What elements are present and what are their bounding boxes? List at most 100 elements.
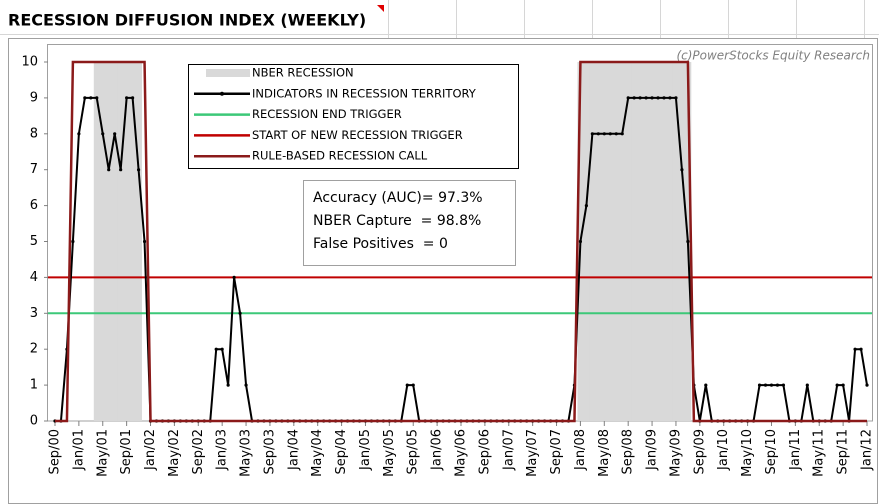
x-tick-label: May/03 xyxy=(239,429,254,477)
series-marker xyxy=(584,204,588,208)
y-tick-label: 9 xyxy=(30,90,38,105)
series-marker xyxy=(578,239,583,244)
recession-shade xyxy=(613,62,620,421)
x-tick-label: May/10 xyxy=(740,429,755,477)
series-marker xyxy=(841,383,845,387)
comment-marker xyxy=(377,5,384,12)
series-marker xyxy=(638,96,642,100)
recession-shade xyxy=(123,62,131,421)
series-marker xyxy=(686,239,690,244)
series-marker xyxy=(835,383,839,387)
recession-shade xyxy=(583,62,590,421)
y-tick-label: 0 xyxy=(30,414,38,429)
stats-capture: NBER Capture = 98.8% xyxy=(313,213,481,229)
series-marker xyxy=(853,347,857,351)
series-marker xyxy=(757,383,762,387)
series-marker xyxy=(656,96,660,100)
series-marker xyxy=(142,239,147,244)
marks: 0 1 2 3 4 5 6 7 8 9 10 Sep/00 Jan/01 May/01 Sep/01 Jan/… xyxy=(21,55,874,477)
x-tick-label: May/06 xyxy=(454,429,469,477)
recession-shade xyxy=(595,62,602,421)
series-marker xyxy=(77,132,81,136)
series-marker xyxy=(232,275,236,279)
series-marker xyxy=(662,96,666,100)
series-marker xyxy=(805,383,809,387)
series-marker xyxy=(674,96,678,100)
recession-shade xyxy=(643,62,650,421)
recession-shade xyxy=(601,62,608,421)
series-marker xyxy=(626,96,630,100)
series-marker xyxy=(769,383,774,387)
x-tick-label: May/09 xyxy=(668,429,683,477)
x-tick-label: May/04 xyxy=(310,429,325,477)
series-marker xyxy=(650,96,654,100)
legend-label: RULE-BASED RECESSION CALL xyxy=(252,149,428,163)
x-tick-label: Sep/07 xyxy=(549,429,564,474)
x-tick-label: May/08 xyxy=(597,429,612,477)
recession-shade xyxy=(111,62,119,421)
y-tick-label: 3 xyxy=(30,306,38,321)
series-marker xyxy=(113,132,117,136)
series-marker xyxy=(680,168,684,172)
x-tick-label: Sep/06 xyxy=(477,429,492,474)
x-tick-label: May/11 xyxy=(812,429,827,477)
series-line xyxy=(54,60,868,423)
x-tick-label: Jan/12 xyxy=(860,429,875,471)
copyright: (c)PowerStocks Equity Research xyxy=(676,49,870,63)
series-marker xyxy=(865,383,869,387)
recession-shade xyxy=(649,62,656,421)
legend-entries: NBER RECESSION INDICATORS IN RECESSION TE… xyxy=(194,66,477,163)
recession-shade xyxy=(93,62,101,421)
y-tick-label: 2 xyxy=(30,342,38,357)
legend-label: INDICATORS IN RECESSION TERRITORY xyxy=(252,86,477,100)
x-tick-label: May/05 xyxy=(382,429,397,477)
legend xyxy=(188,64,519,169)
recession-shade xyxy=(666,62,674,421)
chart-title: RECESSION DIFFUSION INDEX (WEEKLY) xyxy=(8,11,366,30)
legend-label: NBER RECESSION xyxy=(252,66,354,80)
x-tick-label: Sep/04 xyxy=(334,429,349,474)
legend-marker xyxy=(220,91,224,96)
series-marker xyxy=(859,347,863,351)
recession-shade xyxy=(661,62,668,421)
y-tick-label: 6 xyxy=(30,198,38,213)
x-tick-label: Sep/10 xyxy=(764,429,779,474)
x-tick-label: Sep/03 xyxy=(262,429,277,474)
x-tick-label: May/01 xyxy=(95,429,110,477)
recession-shade xyxy=(129,62,136,421)
x-tick-label: May/07 xyxy=(525,429,540,477)
y-tick-label: 10 xyxy=(21,55,38,70)
x-tick-label: Jan/03 xyxy=(215,429,230,471)
recession-shade xyxy=(117,62,125,421)
recession-shade xyxy=(655,62,662,421)
series-marker xyxy=(405,383,409,387)
series-marker xyxy=(136,168,141,172)
x-tick-label: Sep/05 xyxy=(406,429,421,474)
recession-shade xyxy=(625,62,632,421)
series-marker xyxy=(119,168,123,172)
series-marker xyxy=(244,383,248,387)
x-tick-label: Jan/06 xyxy=(430,429,445,471)
x-tick-label: Jan/08 xyxy=(573,429,588,471)
x-tick-label: Jan/07 xyxy=(501,429,516,471)
sheet-grid xyxy=(0,0,879,38)
series-marker xyxy=(704,383,708,387)
series-marker xyxy=(775,383,780,387)
series-marker xyxy=(781,383,786,387)
series-marker xyxy=(214,347,218,351)
x-tick-label: May/02 xyxy=(167,429,182,477)
recession-shade xyxy=(99,62,107,421)
y-tick-label: 4 xyxy=(30,270,38,285)
series-marker xyxy=(107,168,111,172)
series-marker xyxy=(602,132,606,136)
stats-accuracy: Accuracy (AUC)= 97.3% xyxy=(313,190,483,206)
recession-shade xyxy=(631,62,638,421)
x-tick-label: Jan/01 xyxy=(71,429,86,471)
x-tick-label: Sep/11 xyxy=(836,429,851,474)
legend-label: RECESSION END TRIGGER xyxy=(252,107,402,121)
series-marker xyxy=(238,311,242,315)
x-tick-label: Sep/08 xyxy=(621,429,636,474)
series-marker xyxy=(220,347,224,351)
recession-shade xyxy=(637,62,644,421)
y-tick-label: 5 xyxy=(30,234,38,249)
